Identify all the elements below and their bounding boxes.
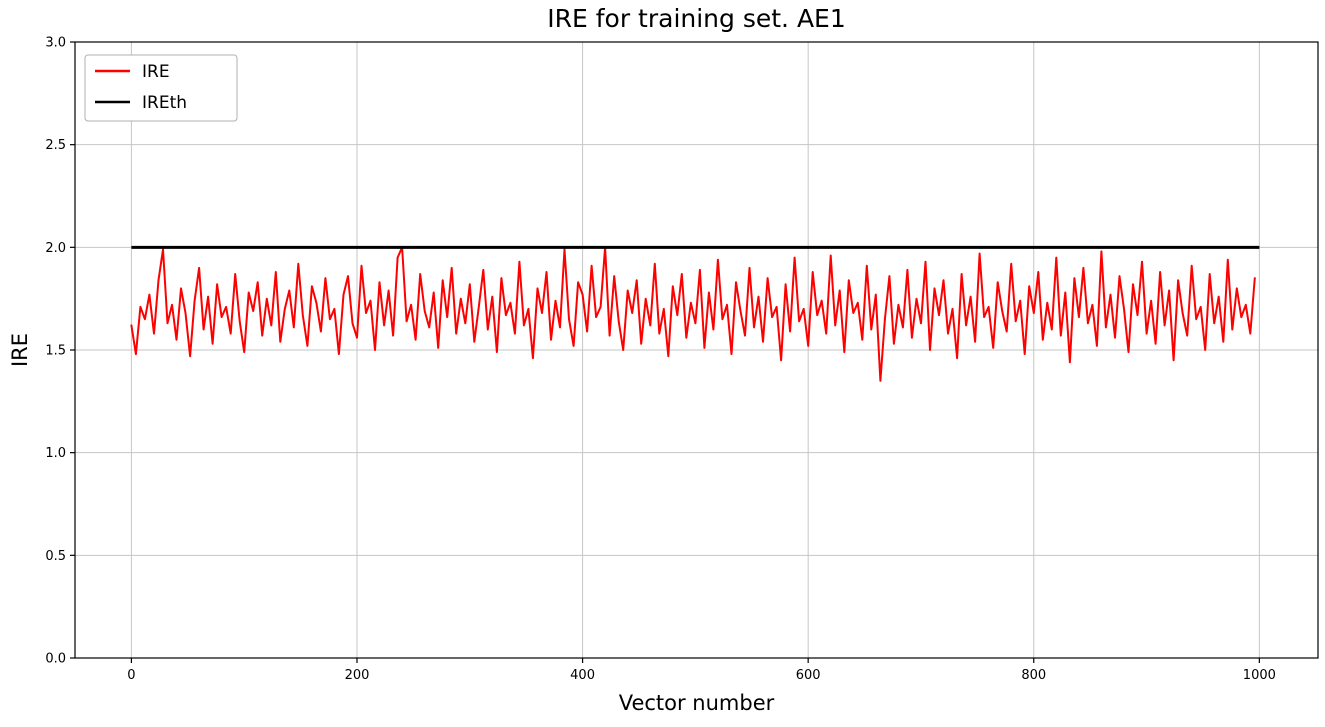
y-tick-label: 2.5 [45,138,66,153]
y-tick-label: 0.0 [45,652,66,667]
y-tick-label: 1.0 [45,446,66,461]
y-tick-label: 3.0 [45,36,66,51]
x-tick-label: 0 [127,668,135,683]
x-axis-label: Vector number [618,691,775,715]
x-tick-label: 400 [570,668,595,683]
x-tick-label: 1000 [1243,668,1276,683]
chart-title: IRE for training set. AE1 [547,4,846,33]
y-axis-label: IRE [8,332,32,368]
x-tick-label: 200 [345,668,370,683]
ire-line [130,246,1256,382]
y-tick-label: 2.0 [45,241,66,256]
y-tick-label: 0.5 [45,549,66,564]
legend-item-label: IRE [142,62,170,82]
legend-item-label: IREth [142,93,187,113]
y-tick-label: 1.5 [45,344,66,359]
x-tick-label: 800 [1021,668,1046,683]
x-tick-label: 600 [796,668,821,683]
